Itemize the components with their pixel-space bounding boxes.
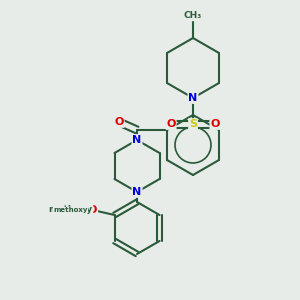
Text: methoxy: methoxy <box>53 207 88 213</box>
Text: O: O <box>88 205 97 215</box>
Text: O: O <box>210 119 220 129</box>
Text: O: O <box>166 119 176 129</box>
Text: N: N <box>132 187 142 197</box>
Text: N: N <box>188 93 198 103</box>
Text: N: N <box>132 135 142 145</box>
Text: methoxy: methoxy <box>48 206 93 214</box>
Text: O: O <box>114 117 124 127</box>
Text: CH₃: CH₃ <box>184 11 202 20</box>
Text: S: S <box>189 119 197 129</box>
